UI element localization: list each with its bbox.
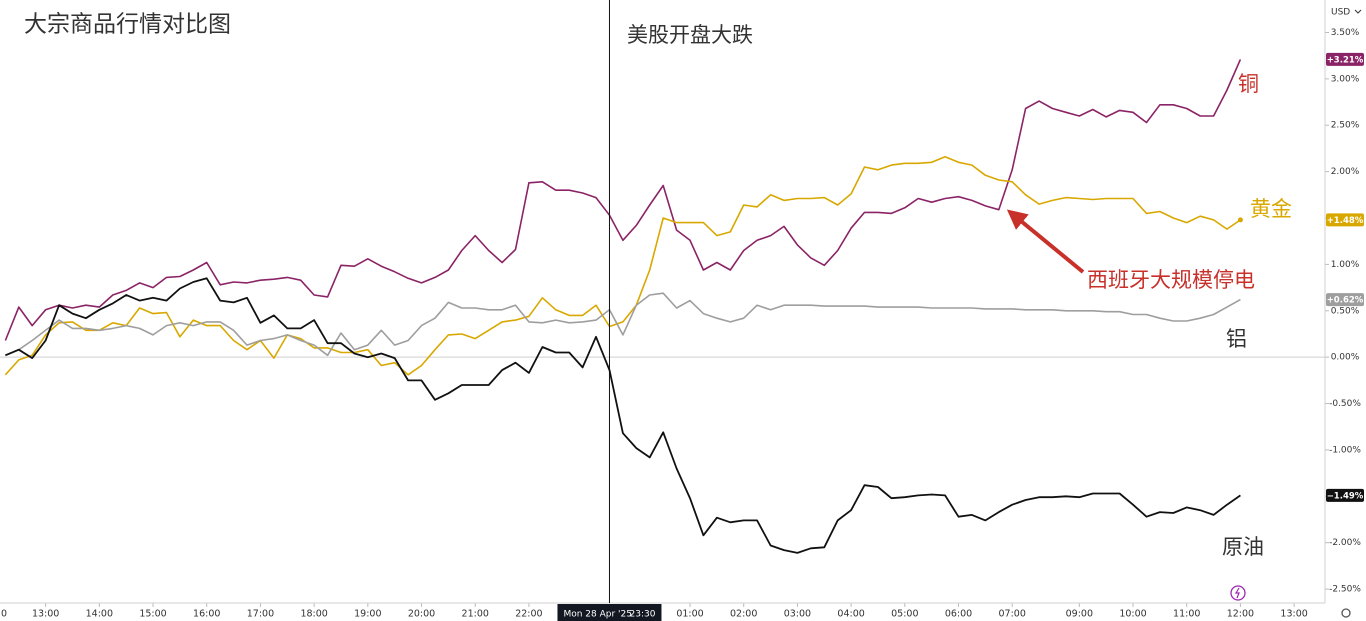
- x-tick-label: 09:00: [1066, 609, 1093, 620]
- x-tick-label: 21:00: [462, 609, 489, 620]
- last-value-label: +1.48%: [1327, 216, 1364, 226]
- annotation-arrow: [1006, 209, 1085, 274]
- y-tick-label: 3.50%: [1331, 28, 1360, 38]
- y-tick-label: -1.00%: [1329, 445, 1361, 455]
- x-tick-label: 07:00: [999, 609, 1026, 620]
- settings-icon[interactable]: [1341, 608, 1351, 618]
- x-tick-label: 13:00: [32, 609, 59, 620]
- series-line: [4, 59, 1242, 341]
- y-tick-label: 0.50%: [1331, 306, 1360, 316]
- x-tick-label: 14:00: [86, 609, 113, 620]
- x-tick-label: 10:00: [1119, 609, 1146, 620]
- annotation: 西班牙大规模停电: [1087, 268, 1255, 292]
- lightning-icon[interactable]: [1230, 585, 1246, 601]
- x-tick-label: 16:00: [193, 609, 220, 620]
- x-tick-label: 11:00: [1173, 609, 1200, 620]
- x-tick-label: 12:00: [1227, 609, 1254, 620]
- x-tick-label: 01:00: [676, 609, 703, 620]
- x-tick-label: 19:00: [354, 609, 381, 620]
- currency-dropdown[interactable]: [1354, 9, 1362, 14]
- y-tick-label: 2.00%: [1331, 167, 1360, 177]
- x-tick-label: 02:00: [730, 609, 757, 620]
- last-value-label: −1.49%: [1327, 491, 1364, 501]
- lightning-bolt: [1234, 587, 1240, 599]
- series-label: 铝: [1226, 327, 1247, 351]
- y-tick-label: 0.00%: [1331, 353, 1360, 363]
- crosshair-box: [557, 604, 662, 621]
- last-value-tag: [1326, 488, 1364, 502]
- last-value-tag: [1326, 213, 1364, 227]
- end-marker: [1237, 217, 1243, 223]
- y-tick-label: -0.50%: [1329, 399, 1361, 409]
- x-tick-label: 04:00: [837, 609, 864, 620]
- y-tick-label: -2.00%: [1329, 538, 1361, 548]
- y-tick-label: 2.50%: [1331, 121, 1360, 131]
- x-tick-label: 05:00: [891, 609, 918, 620]
- y-tick-label: -2.50%: [1329, 585, 1361, 595]
- x-tick-label: 03:00: [784, 609, 811, 620]
- crosshair-time: 23:30: [630, 610, 656, 620]
- last-value-tag: [1326, 293, 1364, 307]
- currency[interactable]: USD: [1331, 8, 1350, 18]
- x-tick-label: 13:00: [1280, 609, 1307, 620]
- series-label: 原油: [1222, 535, 1264, 559]
- annotation: 美股开盘大跌: [627, 23, 753, 47]
- x-tick-label: 20:00: [408, 609, 435, 620]
- last-value-label: +3.21%: [1327, 55, 1364, 65]
- x-tick-label: 0: [1, 609, 7, 620]
- x-tick-label: 17:00: [247, 609, 274, 620]
- last-value-label: +0.62%: [1327, 296, 1364, 306]
- series-label: 铜: [1238, 72, 1259, 96]
- last-value-tag: [1326, 52, 1364, 66]
- x-tick-label: 18:00: [300, 609, 327, 620]
- x-tick-label: 15:00: [139, 609, 166, 620]
- x-tick-label: 06:00: [945, 609, 972, 620]
- x-tick-label: 22:00: [515, 609, 542, 620]
- series-line: [5, 292, 1241, 357]
- chart-title: 大宗商品行情对比图: [24, 12, 231, 38]
- crosshair-label: Mon 28 Apr '25: [563, 610, 632, 620]
- series-line: [4, 156, 1241, 376]
- series-label: 黄金: [1250, 197, 1292, 221]
- y-tick-label: 3.00%: [1331, 74, 1360, 84]
- series-line: [5, 277, 1241, 554]
- y-tick-label: 1.00%: [1331, 260, 1360, 270]
